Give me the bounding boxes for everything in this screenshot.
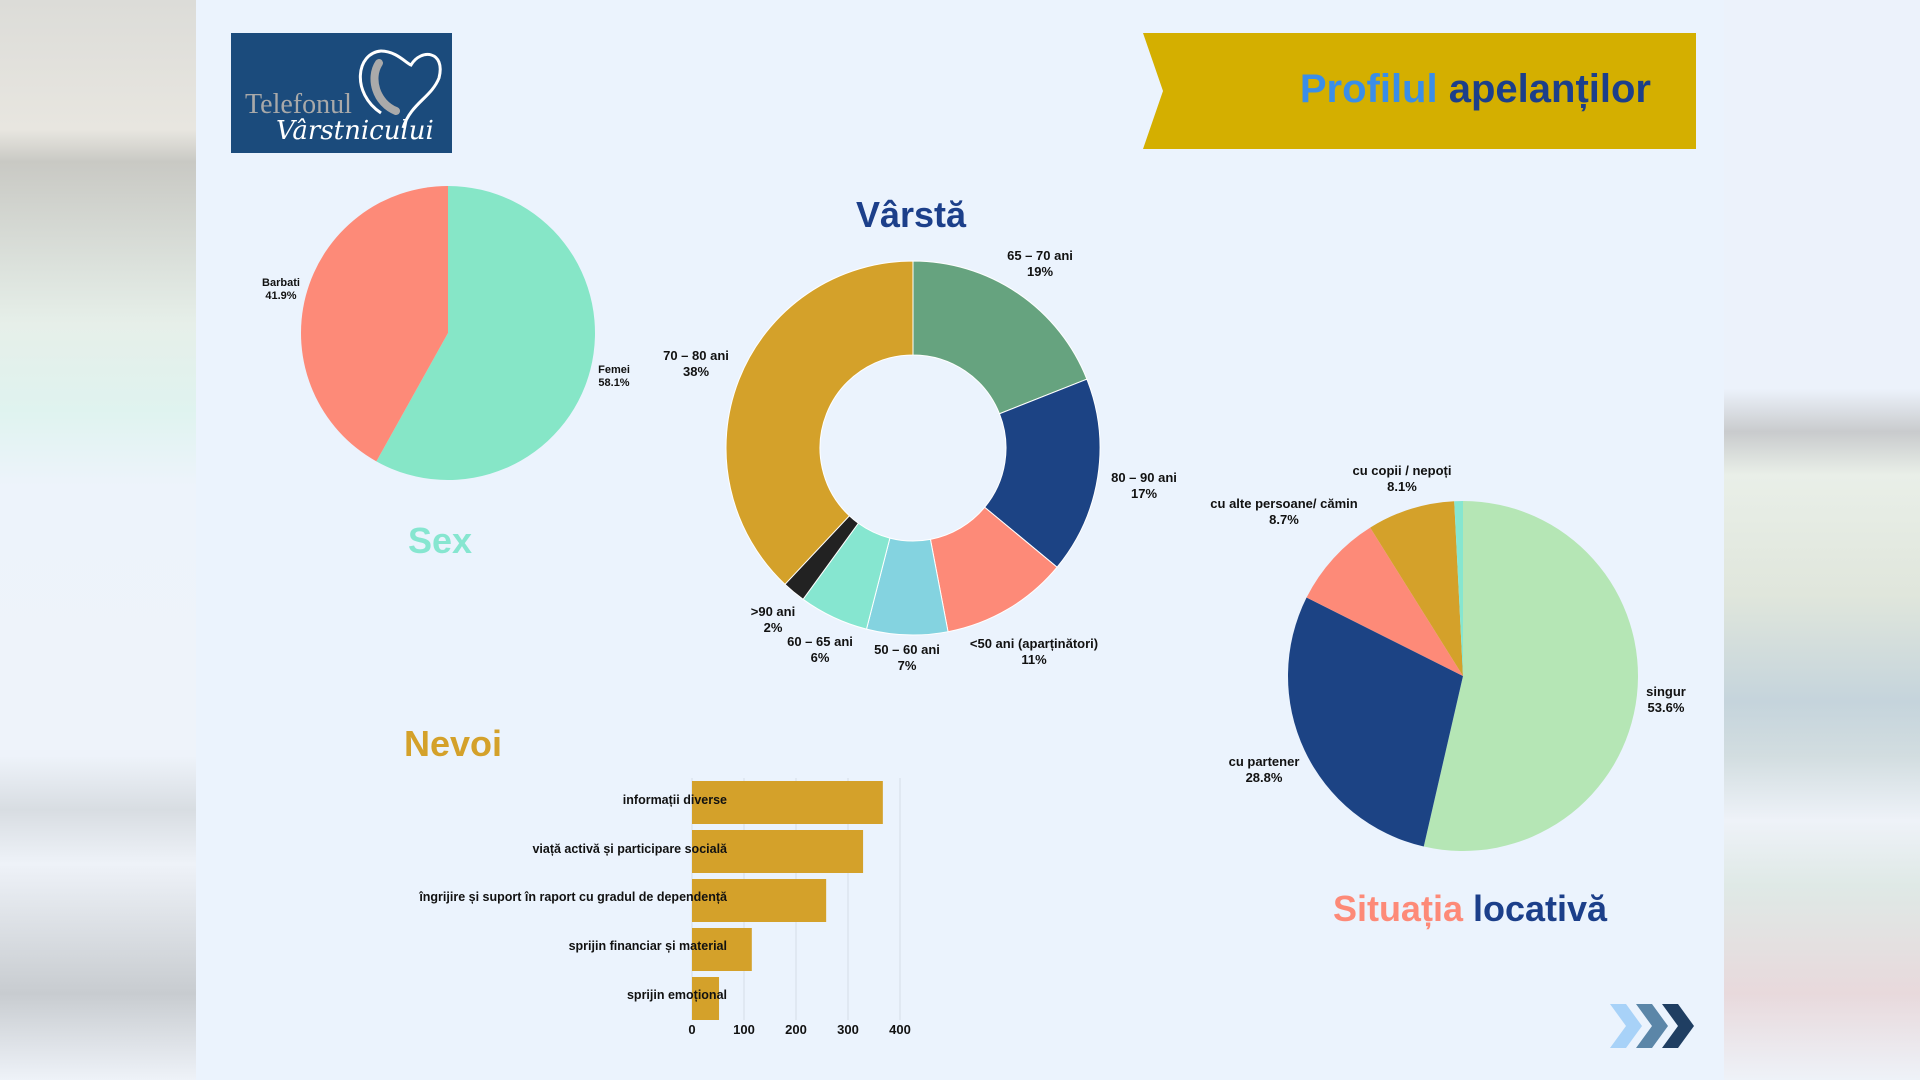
label-femei: Femei 58.1% (598, 364, 630, 389)
label-age-80-90: 80 – 90 ani 17% (1111, 470, 1177, 501)
housing-title-part-2: locativă (1472, 888, 1608, 929)
logo-text-2: Vârstnicului (276, 116, 434, 146)
needs-title: Nevoi (403, 723, 503, 764)
x-tick: 0 (688, 1022, 696, 1037)
label-singur: singur 53.6% (1646, 684, 1686, 715)
housing-slice (1454, 501, 1463, 676)
sex-slice (376, 186, 596, 480)
label-age-70-80: 70 – 80 ani 38% (663, 348, 729, 379)
background-strip-left (0, 0, 196, 1080)
x-tick: 200 (785, 1022, 807, 1037)
bar (692, 879, 827, 922)
age-slice (912, 260, 1088, 415)
bar (692, 977, 720, 1020)
label-age-60-65: 60 – 65 ani 6% (787, 634, 853, 665)
label-age-50-60: 50 – 60 ani 7% (874, 642, 940, 673)
housing-slice (1423, 501, 1638, 851)
housing-title-part-1: Situația (1332, 888, 1463, 929)
age-title: Vârstă (855, 194, 967, 235)
bar-label: sprijin financiar și material (568, 939, 727, 953)
label-cu-alte-persoane: cu alte persoane/ cămin 8.7% (1210, 496, 1358, 527)
housing-slice (1288, 597, 1463, 847)
label-barbati: Barbati 41.9% (262, 277, 300, 302)
label-cu-copii: cu copii / nepoți 8.1% (1352, 463, 1452, 494)
sex-title: Sex (407, 520, 473, 561)
label-age-65-70: 65 – 70 ani 19% (1007, 248, 1073, 279)
bar (692, 928, 752, 971)
label-age-under-50: <50 ani (aparținători) 11% (969, 636, 1099, 667)
housing-title: Situația locativă (1333, 888, 1607, 930)
housing-slice (1370, 501, 1463, 676)
title-part-1: Profilul (1299, 67, 1438, 111)
bar-label: viață activă și participare socială (532, 842, 727, 856)
title-part-2: apelanților (1448, 67, 1651, 111)
x-tick: 100 (733, 1022, 755, 1037)
label-age-over-90: >90 ani 2% (750, 604, 796, 635)
background-strip-right (1724, 0, 1920, 1080)
housing-slice (1306, 527, 1463, 676)
x-tick: 400 (889, 1022, 911, 1037)
bar (692, 830, 864, 873)
age-slice (983, 378, 1101, 568)
bar-label: îngrijire și suport în raport cu gradul … (419, 890, 727, 904)
logo-text-1: Telefonul (245, 89, 352, 120)
bar-label: informații diverse (622, 793, 727, 807)
label-cu-partener: cu partener 28.8% (1228, 754, 1300, 785)
bar (692, 781, 883, 824)
heart-phone-icon: Telefonul Vârstnicului (245, 49, 442, 146)
bar-label: sprijin emoțional (626, 988, 727, 1002)
logo: Telefonul Vârstnicului (231, 33, 452, 153)
next-chevrons-icon[interactable] (1610, 1004, 1696, 1048)
age-slice (725, 260, 914, 586)
sex-slice (301, 186, 448, 462)
title-banner: Profilul apelanților (1143, 33, 1696, 149)
x-tick: 300 (837, 1022, 859, 1037)
